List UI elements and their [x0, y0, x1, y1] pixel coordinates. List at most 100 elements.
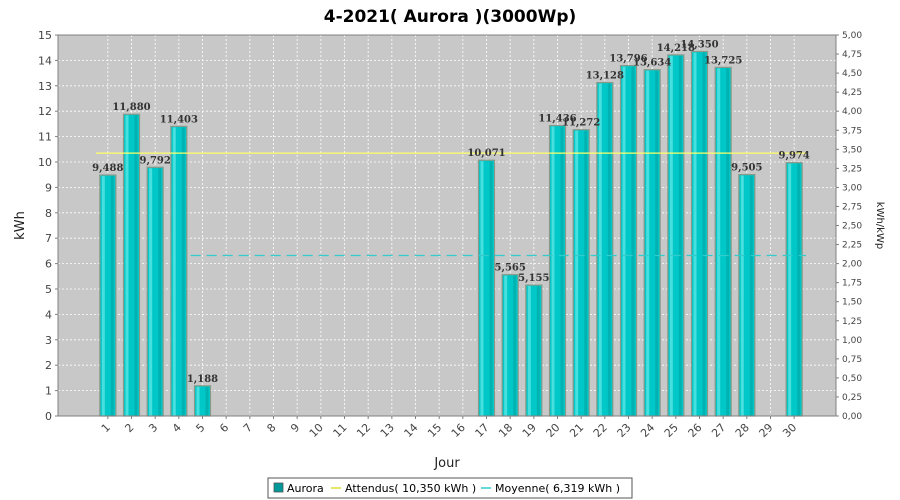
- x-tick-label: 22: [591, 421, 610, 440]
- y2-tick-label: 0,75: [842, 355, 862, 365]
- y-tick-label: 1: [45, 385, 52, 398]
- value-label: 1,188: [187, 374, 218, 385]
- value-label: 9,505: [731, 163, 762, 174]
- value-label: 13,634: [633, 58, 671, 69]
- x-tick-label: 10: [307, 421, 326, 440]
- x-tick-label: 11: [331, 421, 350, 440]
- x-tick-label: 26: [686, 421, 705, 440]
- value-labels: 9,488 11,880 9,792 11,403 1,188 10,071 5,5655,…: [92, 40, 810, 385]
- y-tick-label: 2: [45, 359, 52, 372]
- bar: [193, 385, 212, 417]
- x-tick-label: 7: [241, 421, 255, 435]
- x-tick-label: 1: [99, 421, 113, 435]
- y2-tick-label: 4,75: [842, 50, 862, 60]
- value-label: 13,796: [609, 54, 647, 65]
- x-tick-label: 16: [449, 421, 468, 440]
- svg-text:Attendus( 10,350 kWh ): Attendus( 10,350 kWh ): [345, 482, 476, 495]
- y2-tick-label: 3,50: [842, 145, 862, 155]
- bar: [122, 113, 141, 417]
- bar: [643, 69, 661, 417]
- x-tick-label: 27: [709, 421, 728, 440]
- y2-tick-label: 3,00: [842, 183, 862, 193]
- y2-tick-label: 3,75: [842, 126, 862, 136]
- x-tick-label: 4: [170, 421, 184, 435]
- bar: [619, 64, 638, 417]
- x-tick-label: 15: [425, 421, 444, 440]
- x-tick-label: 5: [193, 421, 207, 435]
- y2-axis-ticks: 0,00 0,25 0,50 0,75 1,00 1,25 1,50 1,75 2,00 2,25…: [836, 31, 862, 422]
- y2-tick-label: 4,50: [842, 69, 862, 79]
- bar: [690, 50, 709, 417]
- value-label: 5,155: [518, 273, 549, 284]
- y2-tick-label: 4,00: [842, 107, 862, 117]
- x-axis-ticks: 1 2 3 4 5 6 7 8 9 10 11 12 13 14 15 16 17 18 19 20 21 22 23 24 2…: [99, 416, 799, 440]
- y2-tick-label: 2,50: [842, 222, 862, 232]
- y2-axis-label: kWh/kWp: [874, 202, 885, 249]
- value-label: 11,272: [562, 118, 600, 129]
- svg-text:Moyenne( 6,319 kWh ): Moyenne( 6,319 kWh ): [495, 482, 620, 495]
- legend-box: [267, 477, 633, 499]
- y-tick-label: 6: [45, 258, 52, 271]
- y2-tick-label: 1,25: [842, 317, 862, 327]
- bar: [548, 124, 567, 417]
- y-tick-label: 12: [38, 105, 52, 118]
- y-tick-label: 14: [38, 54, 52, 67]
- bars: [99, 50, 803, 417]
- y2-tick-label: 3,25: [842, 164, 862, 174]
- value-label: 9,974: [779, 151, 810, 162]
- y-tick-label: 7: [45, 232, 52, 245]
- y-tick-label: 13: [38, 80, 52, 93]
- bar: [99, 174, 117, 417]
- bar: [596, 81, 614, 417]
- value-label: 11,436: [538, 114, 576, 125]
- x-tick-label: 14: [402, 421, 421, 440]
- y2-tick-label: 0,50: [842, 374, 862, 384]
- y-tick-label: 8: [45, 207, 52, 220]
- reference-lines: [96, 152, 806, 257]
- x-axis-label: Jour: [433, 456, 460, 471]
- value-label: 11,880: [112, 102, 150, 113]
- y2-tick-label: 0,25: [842, 393, 862, 403]
- legend: Aurora Attendus( 10,350 kWh ) Moyenne( 6,3…: [267, 477, 633, 499]
- svg-text:Aurora: Aurora: [287, 482, 324, 495]
- bar: [146, 166, 164, 417]
- y2-tick-label: 1,75: [842, 279, 862, 289]
- x-tick-label: 2: [122, 421, 136, 435]
- y-tick-label: 5: [45, 283, 52, 296]
- legend-item: Attendus( 10,350 kWh ): [331, 482, 476, 495]
- x-tick-label: 23: [615, 421, 634, 440]
- y2-tick-label: 2,00: [842, 260, 862, 270]
- y2-tick-label: 1,50: [842, 298, 862, 308]
- x-tick-label: 17: [473, 421, 492, 440]
- x-tick-label: 29: [757, 421, 776, 440]
- y2-tick-label: 5,00: [842, 31, 862, 41]
- x-tick-label: 24: [638, 421, 657, 440]
- y2-tick-label: 0,00: [842, 412, 862, 422]
- x-tick-label: 12: [354, 421, 373, 440]
- value-label: 5,565: [495, 263, 526, 274]
- x-tick-label: 28: [733, 421, 752, 440]
- value-label: 9,488: [92, 163, 123, 174]
- x-tick-label: 21: [567, 421, 586, 440]
- bar: [501, 274, 519, 417]
- y2-tick-label: 1,00: [842, 336, 862, 346]
- y-tick-label: 9: [45, 181, 52, 194]
- y-tick-label: 3: [45, 334, 52, 347]
- bar: [572, 129, 590, 417]
- y-tick-label: 10: [38, 156, 52, 169]
- bar: [525, 284, 543, 417]
- x-tick-label: 9: [288, 421, 302, 435]
- x-tick-label: 3: [146, 421, 160, 435]
- x-tick-label: 19: [520, 421, 539, 440]
- value-label: 10,071: [467, 148, 505, 159]
- bar: [667, 54, 685, 417]
- value-label: 14,218: [657, 43, 695, 54]
- y-tick-label: 15: [38, 29, 52, 42]
- y-tick-label: 0: [45, 410, 52, 423]
- bar: [738, 173, 756, 417]
- x-tick-label: 25: [662, 421, 681, 440]
- value-label: 11,403: [160, 114, 198, 125]
- bar: [477, 159, 496, 417]
